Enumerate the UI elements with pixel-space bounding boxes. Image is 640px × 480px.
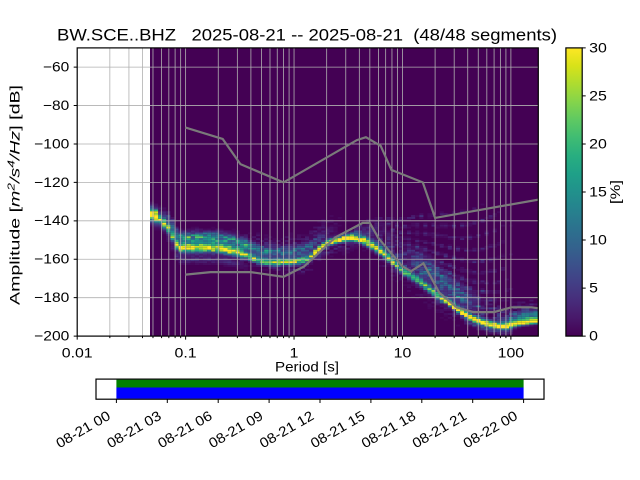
svg-text:−160: −160 xyxy=(34,251,69,267)
svg-text:15: 15 xyxy=(589,183,607,199)
svg-text:BW.SCE..BHZ 2025-08-21 -- 20: BW.SCE..BHZ 2025-08-21 -- 2025-08-21 (48… xyxy=(57,25,557,44)
svg-text:[%]: [%] xyxy=(607,180,623,204)
svg-text:−180: −180 xyxy=(34,289,69,305)
svg-text:25: 25 xyxy=(589,87,607,103)
svg-text:−80: −80 xyxy=(43,97,70,113)
svg-text:−140: −140 xyxy=(34,212,69,228)
svg-text:30: 30 xyxy=(589,39,607,55)
svg-text:0.1: 0.1 xyxy=(175,344,197,360)
svg-text:100: 100 xyxy=(498,344,525,360)
svg-text:20: 20 xyxy=(589,135,607,151)
svg-text:0.01: 0.01 xyxy=(62,344,93,360)
svg-text:−60: −60 xyxy=(43,59,70,75)
svg-text:−200: −200 xyxy=(34,328,69,344)
svg-text:10: 10 xyxy=(394,344,412,360)
svg-text:10: 10 xyxy=(589,231,607,247)
svg-text:5: 5 xyxy=(589,280,598,296)
svg-text:0: 0 xyxy=(589,328,598,344)
svg-text:−120: −120 xyxy=(34,174,69,190)
svg-text:Amplitude [m2/s4/Hz] [dB]: Amplitude [m2/s4/Hz] [dB] xyxy=(6,85,23,305)
svg-text:1: 1 xyxy=(290,344,299,360)
svg-text:−100: −100 xyxy=(34,135,69,151)
svg-text:Period [s]: Period [s] xyxy=(275,359,339,375)
